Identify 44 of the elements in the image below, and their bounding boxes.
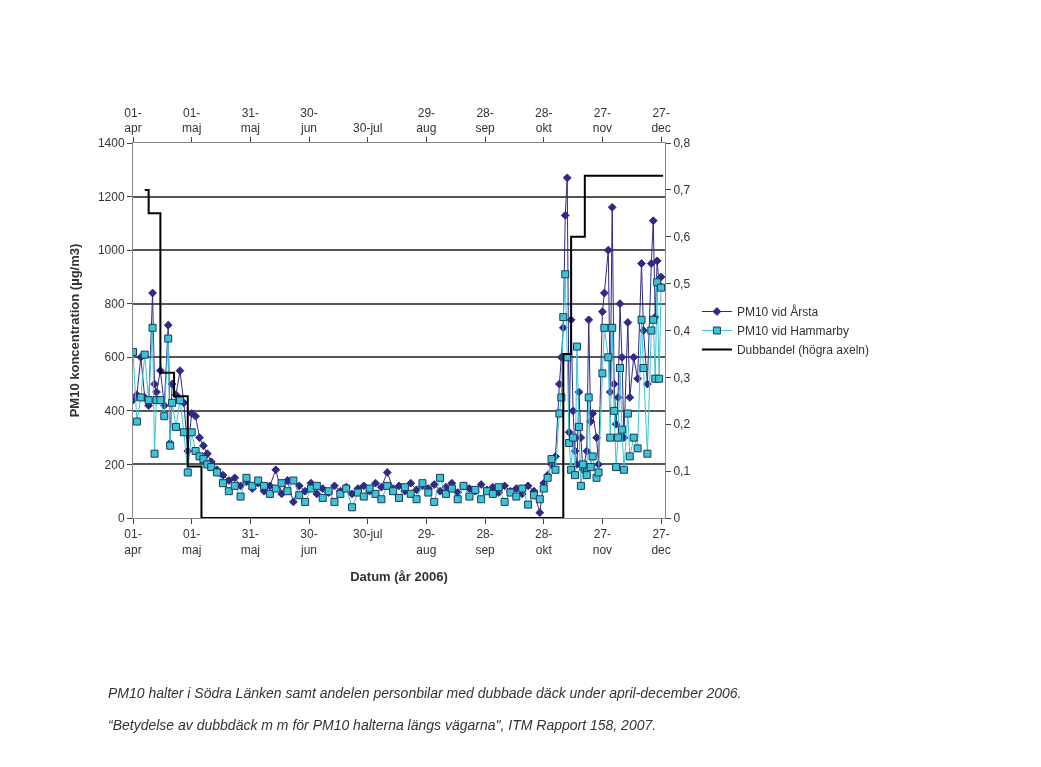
x2-tick-label: 30-jul	[353, 527, 383, 542]
x-tick-label: 30- jun	[300, 105, 318, 136]
x2-tick-label: 01- maj	[182, 527, 202, 557]
y-tick-label: 400	[104, 404, 125, 419]
y2-tick-label: 0,2	[673, 417, 691, 432]
x2-tick-label: 30- jun	[300, 527, 318, 557]
legend-label: Dubbandel (högra axeln)	[736, 343, 870, 358]
y2-tick-label: 0,1	[673, 464, 691, 479]
y2-tick-label: 0,5	[673, 276, 691, 291]
x-tick-label: 27- dec	[651, 105, 671, 136]
y-tick-label: 1200	[97, 189, 125, 204]
y-tick-label: 0	[117, 511, 125, 526]
x2-tick-label: 31- maj	[240, 527, 261, 557]
y-tick-label: 600	[104, 350, 125, 365]
x-tick-label: 30-jul	[353, 121, 383, 136]
y2-tick-label: 0	[673, 511, 681, 526]
x-axis-title: Datum (år 2006)	[350, 568, 448, 584]
x2-tick-label: 01- apr	[124, 527, 142, 557]
x2-tick-label: 27- dec	[651, 527, 671, 557]
legend-label: PM10 vid Årsta	[736, 304, 819, 320]
y-tick-label: 1400	[97, 136, 125, 151]
x-tick-label: 27- nov	[592, 105, 613, 136]
x-tick-label: 29- aug	[416, 105, 437, 136]
text: PM10 halter i Södra Länken samt andelen personbilar med dubbade däck under april-december 2006.	[108, 685, 742, 701]
x2-tick-label: 27- nov	[592, 527, 613, 557]
legend-label: PM10 vid Hammarby	[736, 324, 849, 339]
x-tick-label: 28- sep	[475, 105, 496, 136]
y2-tick-label: 0,8	[673, 136, 691, 151]
x2-tick-label: 29- aug	[416, 527, 437, 557]
x-tick-label: 01- maj	[182, 105, 202, 136]
text: “Betydelse av dubbdäck m m för PM10 halterna längs vägarna", ITM Rapport 158, 2007.	[108, 717, 657, 733]
y-tick-label: 800	[104, 296, 125, 311]
y-tick-label: 1000	[97, 243, 125, 258]
x2-tick-label: 28- okt	[535, 527, 553, 557]
x-tick-label: 31- maj	[240, 105, 261, 136]
x-tick-label: 01- apr	[124, 105, 142, 136]
y-tick-label: 200	[104, 457, 125, 472]
x2-tick-label: 28- sep	[475, 527, 496, 557]
y2-tick-label: 0,6	[673, 229, 691, 244]
y2-tick-label: 0,3	[673, 370, 691, 385]
y2-tick-label: 0,4	[673, 323, 691, 338]
y-axis-title: PM10 koncentration (µg/m3)	[66, 243, 82, 418]
y2-tick-label: 0,7	[673, 183, 691, 198]
x-tick-label: 28- okt	[535, 105, 553, 136]
